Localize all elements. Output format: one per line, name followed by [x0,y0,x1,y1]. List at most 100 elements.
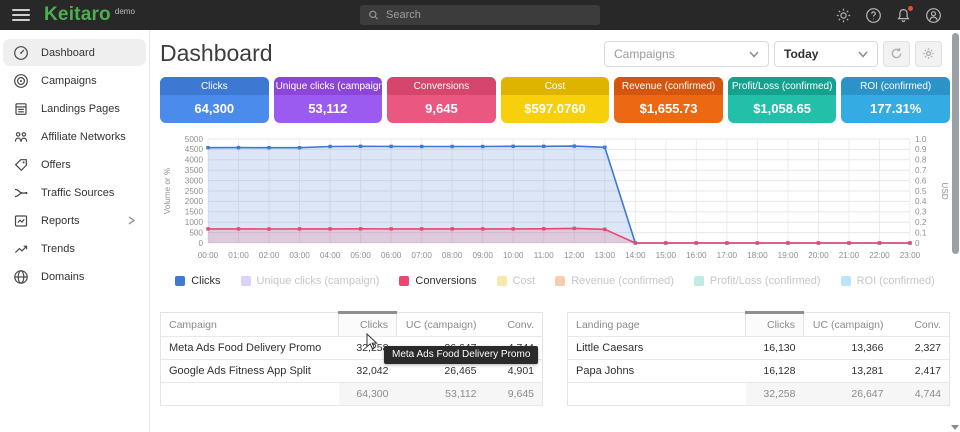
menu-icon[interactable] [12,9,30,21]
sidebar-item-dashboard[interactable]: Dashboard [3,39,146,66]
svg-text:2000: 2000 [185,197,204,206]
landing-page-table: Landing pageClicksUC (campaign)Conv.Litt… [567,311,950,406]
sidebar-item-label: Domains [41,271,84,283]
row-name[interactable]: Google Ads Fitness App Split [161,360,339,383]
svg-text:4000: 4000 [185,156,204,165]
svg-text:17:00: 17:00 [717,251,738,260]
legend-item-unique-clicks-campaign[interactable]: Unique clicks (campaign) [241,275,380,287]
legend-label: Unique clicks (campaign) [257,275,380,287]
svg-text:21:00: 21:00 [839,251,860,260]
stat-card-revenue-confirmed: Revenue (confirmed)$1,655.73 [614,77,723,123]
legend-item-profit-loss-confirmed[interactable]: Profit/Loss (confirmed) [694,275,821,287]
brand-logo[interactable]: Keitaro demo [44,4,135,26]
stat-card-value: $597.0760 [501,95,610,123]
sidebar-item-traffic-sources[interactable]: Traffic Sources [3,179,146,206]
dashboard-chart[interactable]: 00:0001:0002:0003:0004:0005:0006:0007:00… [160,131,948,265]
total-value: 26,647 [804,383,892,406]
svg-text:13:00: 13:00 [595,251,616,260]
svg-text:09:00: 09:00 [472,251,493,260]
column-header-name[interactable]: Landing page [568,313,746,337]
search-box[interactable] [360,5,600,25]
campaigns-filter-select[interactable]: Campaigns [604,41,769,67]
landing-pages-table-block: Landing pageClicksUC (campaign)Conv.Litt… [567,311,950,406]
settings-gear-icon[interactable] [835,7,852,24]
split-arrows-icon [13,185,29,201]
sidebar-item-campaigns[interactable]: Campaigns [3,67,146,94]
chart-legend: Clicks Unique clicks (campaign) Conversion… [158,275,952,287]
row-value: 13,281 [804,360,892,383]
row-hover-tooltip: Meta Ads Food Delivery Promo [384,346,538,364]
column-header-uc-campaign[interactable]: UC (campaign) [397,313,485,337]
stat-card-value: 64,300 [160,95,269,123]
sidebar-item-reports[interactable]: Reports [3,207,146,234]
legend-item-cost[interactable]: Cost [497,275,536,287]
row-value: 2,327 [892,337,950,360]
stat-card-unique-clicks-campaign: Unique clicks (campaign)53,112 [274,77,383,123]
stat-cards-row: Clicks64,300Unique clicks (campaign)53,1… [160,77,950,123]
stat-card-profit-loss-confirmed: Profit/Loss (confirmed)$1,058.65 [728,77,837,123]
stat-card-cost: Cost$597.0760 [501,77,610,123]
topbar: Keitaro demo [0,0,960,30]
sidebar-item-label: Reports [41,215,80,227]
sidebar-item-domains[interactable]: Domains [3,263,146,290]
svg-text:0.9: 0.9 [915,145,927,154]
trend-up-icon [13,241,29,257]
stat-card-value: 9,645 [387,95,496,123]
search-input[interactable] [386,9,592,21]
sidebar-item-label: Affiliate Networks [41,131,126,143]
column-header-conv[interactable]: Conv. [892,313,950,337]
campaigns-filter-value: Campaigns [614,47,675,61]
svg-text:11:00: 11:00 [534,251,554,260]
column-header-name[interactable]: Campaign [161,313,339,337]
totals-row: 64,30053,1129,645 [161,383,543,406]
row-name[interactable]: Little Caesars [568,337,746,360]
notifications-bell-icon[interactable] [895,7,912,24]
row-name[interactable]: Papa Johns [568,360,746,383]
sidebar-item-affiliate-networks[interactable]: Affiliate Networks [3,123,146,150]
svg-text:0.5: 0.5 [915,187,927,196]
sidebar-item-landings-pages[interactable]: Landings Pages [3,95,146,122]
date-range-select[interactable]: Today [774,41,878,67]
campaigns-table-block: CampaignClicksUC (campaign)Conv.Meta Ads… [160,311,543,406]
scrollbar-thumb[interactable] [952,33,959,254]
svg-text:06:00: 06:00 [381,251,402,260]
svg-text:Volume or %: Volume or % [163,168,172,214]
scrollbar-down-arrow-icon[interactable] [951,425,959,430]
column-header-uc-campaign[interactable]: UC (campaign) [804,313,892,337]
legend-label: ROI (confirmed) [857,275,935,287]
stat-card-label: Unique clicks (campaign) [274,77,383,95]
legend-label: Conversions [415,275,476,287]
row-value: 13,366 [804,337,892,360]
legend-swatch [241,276,251,286]
svg-text:08:00: 08:00 [442,251,463,260]
legend-item-conversions[interactable]: Conversions [399,275,476,287]
svg-text:0: 0 [198,239,203,248]
table-row: Little Caesars16,13013,3662,327 [568,337,950,360]
row-name[interactable]: Meta Ads Food Delivery Promo [161,337,339,360]
svg-text:4500: 4500 [185,145,204,154]
legend-item-roi-confirmed[interactable]: ROI (confirmed) [841,275,935,287]
svg-text:22:00: 22:00 [869,251,890,260]
svg-text:500: 500 [189,228,203,237]
dashboard-settings-button[interactable] [915,41,942,67]
column-header-clicks[interactable]: Clicks [746,313,804,337]
svg-text:0.4: 0.4 [915,197,927,206]
svg-text:0.1: 0.1 [915,228,927,237]
user-account-icon[interactable] [925,7,942,24]
brand-name: Keitaro [44,4,111,26]
svg-text:0.8: 0.8 [915,156,927,165]
legend-swatch [555,276,565,286]
legend-item-revenue-confirmed[interactable]: Revenue (confirmed) [555,275,674,287]
total-value: 4,744 [892,383,950,406]
svg-text:0.2: 0.2 [915,218,927,227]
sidebar-item-offers[interactable]: Offers [3,151,146,178]
legend-label: Clicks [191,275,220,287]
help-icon[interactable] [865,7,882,24]
svg-text:3500: 3500 [185,166,204,175]
sidebar-item-trends[interactable]: Trends [3,235,146,262]
stat-card-label: Clicks [160,77,269,95]
column-header-conv[interactable]: Conv. [485,313,543,337]
legend-item-clicks[interactable]: Clicks [175,275,220,287]
refresh-button[interactable] [883,41,910,67]
legend-swatch [175,276,185,286]
